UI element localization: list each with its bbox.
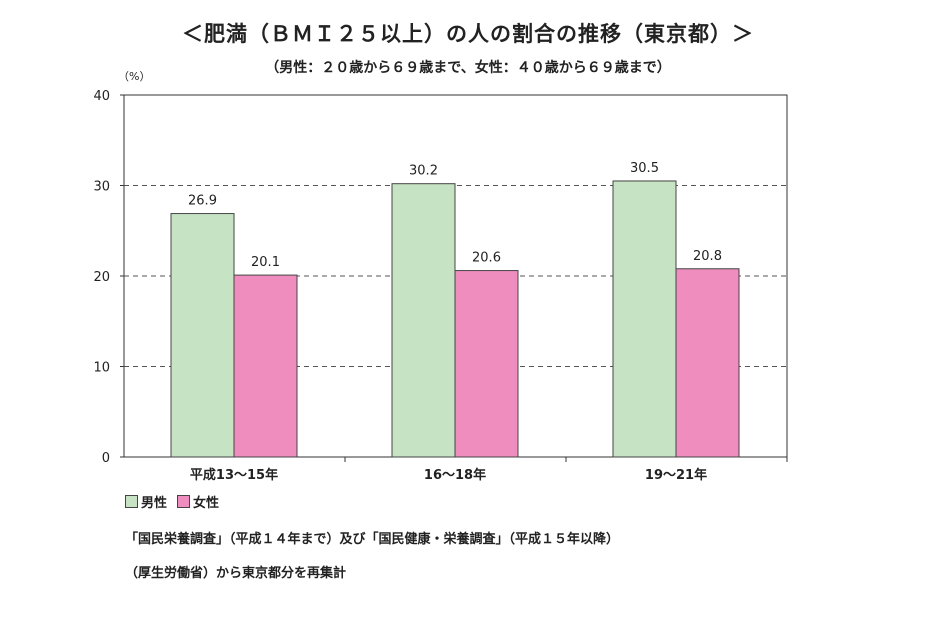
legend-swatch-female bbox=[177, 495, 191, 508]
data-label: 20.1 bbox=[251, 255, 280, 270]
bar-female bbox=[675, 268, 740, 458]
bar-male bbox=[391, 183, 456, 458]
chart-subtitle: （男性：２０歳から６９歳まで、女性：４０歳から６９歳まで） bbox=[265, 60, 671, 76]
y-tick-label: 30 bbox=[93, 180, 110, 195]
y-tick-label: 40 bbox=[93, 89, 110, 104]
legend-item-male: 男性 bbox=[125, 492, 167, 511]
bar-female bbox=[233, 274, 298, 458]
x-category-label: 19～21年 bbox=[645, 467, 707, 483]
bar-male bbox=[612, 180, 677, 458]
bar-female bbox=[454, 270, 519, 458]
source-note-line-1: 「国民栄養調査」（平成１４年まで）及び「国民健康・栄養調査」（平成１５年以降） bbox=[125, 532, 620, 547]
legend-label-male: 男性 bbox=[141, 496, 168, 511]
source-note-line-2: （厚生労働省）から東京都分を再集計 bbox=[125, 566, 347, 581]
y-axis-unit-label: （%） bbox=[118, 70, 151, 83]
x-category-label: 平成13～15年 bbox=[190, 467, 278, 483]
bar-male bbox=[170, 213, 235, 458]
legend-label-female: 女性 bbox=[193, 496, 220, 511]
y-tick-label: 20 bbox=[93, 270, 110, 285]
x-category-label: 16～18年 bbox=[424, 467, 486, 483]
y-tick-label: 0 bbox=[102, 451, 110, 466]
data-label: 20.8 bbox=[693, 249, 722, 264]
legend-item-female: 女性 bbox=[177, 492, 219, 511]
y-tick-label: 10 bbox=[93, 361, 110, 376]
legend: 男性 女性 bbox=[125, 492, 219, 511]
data-label: 26.9 bbox=[188, 194, 217, 209]
legend-swatch-male bbox=[125, 495, 138, 508]
data-label: 20.6 bbox=[472, 251, 501, 266]
data-label: 30.2 bbox=[409, 164, 438, 179]
chart-title: ＜肥満（ＢＭＩ２５以上）の人の割合の推移（東京都）＞ bbox=[182, 22, 754, 46]
data-label: 30.5 bbox=[630, 161, 659, 176]
